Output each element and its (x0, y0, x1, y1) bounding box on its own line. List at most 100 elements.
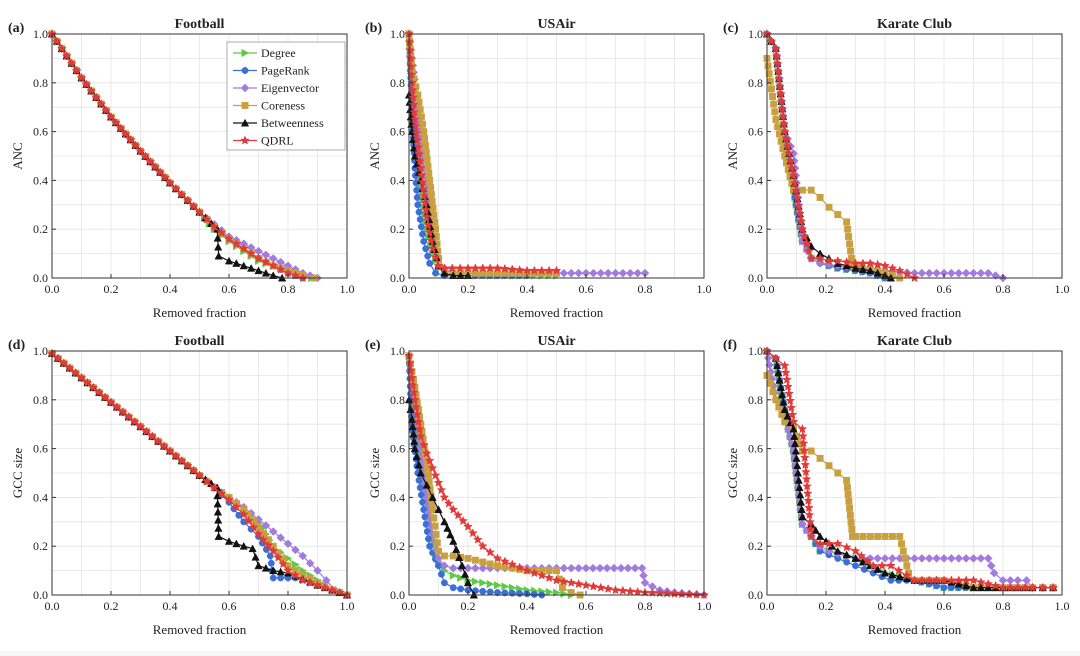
data-point (856, 550, 867, 561)
series-qdrl (47, 348, 352, 600)
data-point (421, 142, 429, 149)
data-point (500, 556, 510, 566)
data-point (473, 534, 483, 544)
data-point (440, 579, 448, 587)
data-point (776, 96, 787, 106)
data-point (409, 387, 419, 397)
data-point (797, 424, 808, 434)
data-point (784, 148, 794, 158)
data-point (224, 494, 234, 504)
data-point (425, 478, 433, 486)
data-point (842, 261, 851, 270)
data-point (962, 581, 971, 590)
data-point (411, 402, 421, 412)
legend-label-betweenness: Betweenness (261, 116, 324, 130)
x-tick-label: 0.6 (579, 599, 594, 613)
data-point (76, 372, 87, 382)
data-point (501, 563, 509, 571)
data-point (468, 528, 478, 538)
panel-letter: (b) (365, 21, 382, 36)
data-point (111, 117, 121, 127)
data-point (439, 492, 450, 502)
data-point (118, 406, 128, 417)
panel-e: 0.0 0.2 0.4 0.6 0.8 1.0 0.0 0.2 0.4 0.6 0.8 1.0 Remo… (365, 334, 712, 637)
data-point (232, 259, 241, 267)
data-point (422, 520, 430, 528)
data-point (917, 554, 927, 563)
series-betweenness (404, 395, 479, 599)
y-tick-label: 0.2 (390, 222, 405, 236)
data-point (457, 585, 465, 593)
data-point (581, 580, 591, 590)
data-point (224, 233, 234, 244)
data-point (238, 243, 249, 253)
data-point (640, 578, 650, 588)
data-point (850, 546, 861, 556)
data-point (61, 50, 72, 61)
data-point (616, 563, 626, 573)
data-point (779, 119, 789, 129)
data-point (59, 358, 69, 368)
data-point (924, 554, 934, 563)
x-tick-label: 0.4 (520, 282, 535, 296)
data-point (420, 237, 428, 245)
data-point (989, 568, 999, 578)
data-point (427, 190, 435, 198)
data-point (898, 540, 905, 548)
x-tick-label: 0.0 (402, 282, 417, 296)
data-point (290, 570, 301, 580)
data-point (213, 499, 222, 508)
data-point (785, 155, 796, 165)
data-point (419, 120, 427, 128)
data-point (797, 505, 806, 514)
data-point (902, 269, 912, 279)
data-point (833, 546, 842, 555)
data-point (419, 498, 427, 506)
data-point (545, 567, 553, 575)
data-point (844, 225, 852, 233)
data-point (246, 248, 256, 258)
data-point (896, 532, 904, 540)
y-tick-label: 0.8 (748, 393, 763, 407)
data-point (430, 252, 441, 262)
data-point (804, 246, 814, 256)
data-point (553, 588, 561, 597)
data-point (805, 517, 815, 527)
data-point (446, 530, 455, 539)
data-point (216, 488, 227, 498)
data-point (413, 142, 424, 152)
y-axis-label: ANC (725, 142, 740, 169)
series-qdrl (762, 346, 1058, 592)
data-point (486, 579, 495, 589)
data-point (842, 550, 851, 559)
data-point (213, 233, 222, 242)
y-tick-label: 1.0 (390, 27, 405, 41)
data-point (53, 353, 63, 363)
data-point (421, 448, 432, 458)
data-point (430, 470, 441, 480)
data-point (417, 113, 425, 121)
data-point (434, 505, 443, 514)
y-tick-label: 0.6 (33, 125, 48, 139)
data-point (239, 261, 248, 270)
data-point (610, 585, 621, 595)
legend-box (226, 41, 346, 151)
data-point (777, 103, 788, 114)
data-point (408, 380, 418, 390)
y-tick-label: 0.2 (33, 539, 48, 553)
y-tick-label: 0.4 (748, 173, 763, 187)
data-point (833, 538, 843, 548)
data-point (182, 195, 193, 205)
plot-frame (408, 33, 705, 279)
data-point (954, 579, 963, 588)
data-point (276, 533, 285, 543)
data-point (422, 480, 431, 489)
data-point (427, 463, 438, 473)
data-point (440, 561, 449, 571)
data-point (444, 498, 454, 508)
data-point (558, 584, 566, 592)
data-point (423, 528, 431, 536)
data-point (969, 554, 978, 563)
data-point (939, 554, 949, 563)
data-point (802, 488, 813, 498)
